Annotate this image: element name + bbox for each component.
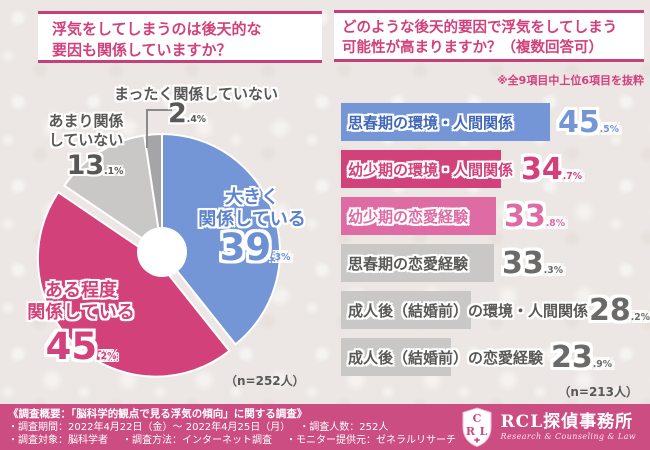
logo-text: RCL探偵事務所 Research & Counseling & Law [501, 413, 636, 441]
bar-fill-5 [341, 338, 451, 376]
bar-track-3: 思春期の恋愛経験 [341, 244, 494, 282]
footer-bar: 《調査概要：「脳科学的観点で見る浮気の傾向」に関する調査》 ・調査期間：2022… [0, 404, 650, 450]
survey-summary: 《調査概要：「脳科学的観点で見る浮気の傾向」に関する調査》 ・調査期間：2022… [8, 407, 456, 448]
survey-line3: ・調査対象：脳科学者 ・調査方法：インターネット調査 ・モニター提供元：ゼネラルリサ… [8, 434, 456, 447]
pie-svg [36, 133, 281, 378]
bar-label-3: 思春期の恋愛経験 [348, 254, 469, 273]
bar-chart-title: どのような後天的要因で浮気をしてしまう 可能性が高まりますか？（複数回答可） [334, 10, 644, 62]
bar-fill-3 [341, 244, 494, 282]
pie-chart: まったく関係していない 2.4% あまり関係 していない 13.1% 大きく 関… [25, 82, 325, 402]
pie-label-none-text: まったく関係していない [114, 85, 278, 103]
bar-title-line1: どのような後天的要因で浮気をしてしまう [342, 20, 618, 36]
bar-label-5: 成人後（結婚前）の恋愛経験 [348, 348, 544, 367]
bar-track-0: 思春期の環境・人間関係 [341, 103, 550, 141]
bar-row-1: 幼少期の環境・人間関係 34.7% [341, 150, 650, 188]
survey-line2: ・調査期間：2022年4月22日（金）～ 2022年4月25日（月） ・調査人数：… [8, 421, 456, 434]
survey-period: ・調査期間：2022年4月22日（金）～ 2022年4月25日（月） [8, 421, 286, 433]
bar-sample-size: （n=213人） [558, 385, 638, 399]
pie-sample-size: （n=252人） [225, 374, 305, 388]
bar-label-0: 思春期の環境・人間関係 [348, 113, 514, 132]
excerpt-note: ※全9項目中上位6項目を抜粋 [496, 74, 644, 87]
pie-label-notmuch-line1: あまり関係 [48, 112, 124, 130]
bar-row-5: 成人後（結婚前）の恋愛経験 23.9% [341, 338, 650, 376]
bar-list: 思春期の環境・人間関係 45.5% 幼少期の環境・人間関係 34.7% 幼少期の恋愛経験… [341, 103, 650, 385]
bar-row-0: 思春期の環境・人間関係 45.5% [341, 103, 650, 141]
shield-letter-c: C [472, 412, 481, 425]
shield-letter-l: L [479, 425, 487, 438]
bar-label-2: 幼少期の恋愛経験 [348, 207, 469, 226]
logo-name: RCL探偵事務所 [500, 412, 634, 433]
bar-fill-2 [341, 197, 496, 235]
pie-label-notmuch-line2: していない [48, 130, 124, 149]
bar-value-1: 34.7% [521, 151, 583, 187]
bar-track-1: 幼少期の環境・人間関係 [341, 150, 513, 188]
shield-fleur [473, 437, 480, 444]
bar-value-3: 33.3% [502, 245, 564, 281]
pie-slice-0 [161, 133, 281, 346]
survey-method: ・調査方法：インターネット調査 [122, 435, 272, 447]
bar-track-4: 成人後（結婚前）の環境・人間関係 [341, 291, 588, 329]
survey-heading: 《調査概要：「脳科学的観点で見る浮気の傾向」に関する調査》 [8, 407, 308, 420]
survey-provider: ・モニター提供元：ゼネラルリサーチ [286, 435, 456, 447]
bar-row-2: 幼少期の恋愛経験 33.8% [341, 197, 650, 235]
bar-fill-4 [341, 291, 471, 329]
bar-value-2: 33.8% [504, 198, 566, 234]
pie-value-some: 45.2% [45, 325, 117, 368]
bar-title-line2: 可能性が高まりますか？（複数回答可） [342, 40, 603, 56]
pie-slice-1 [36, 191, 231, 378]
pie-label-notmuch: あまり関係 していない [33, 112, 139, 150]
pie-title-line1: 浮気をしてしまうのは後天的な [52, 20, 262, 38]
bar-fill-1 [341, 150, 501, 188]
bar-chart: ※全9項目中上位6項目を抜粋 思春期の環境・人間関係 45.5% 幼少期の環境・人間… [330, 0, 650, 404]
pie-label-some: ある程度 関係している [17, 280, 145, 324]
pie-label-large-line1: 大きく [225, 187, 279, 208]
pie-slice-3 [143, 133, 163, 253]
pie-title-line2: 要因も関係していますか？ [52, 40, 232, 59]
logo-tagline: Research & Counseling & Law [500, 431, 636, 441]
pie-donut-hole [137, 227, 187, 277]
leader-line-2-4 [146, 109, 172, 148]
pie-slice-2 [63, 134, 163, 253]
bar-label-1: 幼少期の環境・人間関係 [348, 160, 514, 179]
bar-track-5: 成人後（結婚前）の恋愛経験 [341, 338, 543, 376]
bar-fill-0 [341, 103, 550, 141]
bar-row-3: 思春期の恋愛経験 33.3% [341, 244, 650, 282]
pie-label-none: まったく関係していない [91, 83, 301, 104]
bar-label-4: 成人後（結婚前）の環境・人間関係 [348, 301, 589, 320]
bar-row-4: 成人後（結婚前）の環境・人間関係 28.2% [341, 291, 650, 329]
pie-label-large: 大きく 関係している [177, 187, 327, 231]
pie-label-some-line1: ある程度 [45, 280, 117, 301]
shield-logo-icon: C R L [462, 407, 492, 447]
pie-value-none: 2.4% [168, 98, 207, 129]
survey-count: ・調査人数：252人 [299, 421, 389, 433]
survey-target: ・調査対象：脳科学者 [8, 435, 108, 447]
pie-label-some-line2: 関係している [27, 301, 135, 323]
pie-value-large: 39.3% [219, 226, 291, 269]
bar-value-0: 45.5% [558, 104, 620, 140]
bar-value-5: 23.9% [551, 339, 613, 375]
rcl-logo: C R L RCL探偵事務所 Research & Counseling & L… [460, 407, 640, 447]
bar-track-2: 幼少期の恋愛経験 [341, 197, 496, 235]
pie-chart-title: 浮気をしてしまうのは後天的な 要因も関係していますか？ [38, 11, 322, 63]
shield-letter-r: R [465, 425, 475, 438]
pie-label-large-line2: 関係している [198, 208, 306, 230]
bar-value-4: 28.2% [588, 292, 650, 328]
pie-value-notmuch: 13.1% [66, 150, 124, 181]
